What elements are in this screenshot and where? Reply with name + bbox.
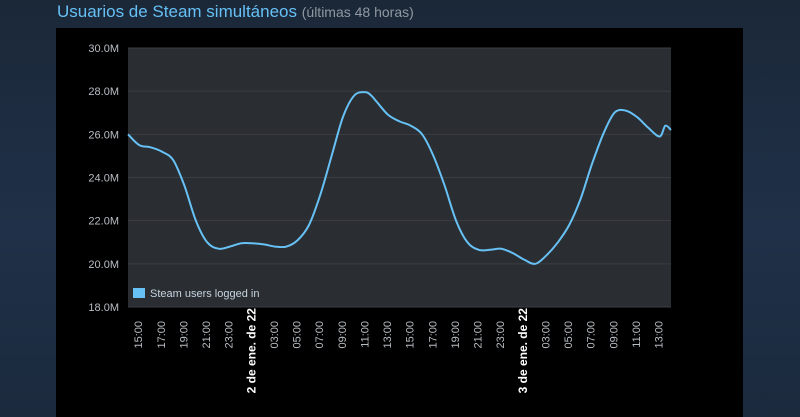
x-tick-label: 09:00: [337, 321, 349, 349]
x-tick-label: 15:00: [405, 321, 417, 349]
x-tick-label: 13:00: [654, 321, 666, 349]
y-tick-label: 18.0M: [88, 302, 119, 314]
x-date-label: 3 de ene. de 22: [516, 308, 530, 394]
concurrent-users-chart: 18.0M 20.0M 22.0M 24.0M 26.0M 28.0M 30.0M 15:0…: [88, 43, 672, 394]
x-tick-label: 23:00: [495, 321, 507, 349]
x-tick-label: 11:00: [631, 321, 643, 348]
y-tick-label: 26.0M: [88, 129, 119, 141]
x-tick-label: 11:00: [359, 321, 371, 348]
y-tick-label: 20.0M: [88, 259, 119, 271]
x-tick-label: 05:00: [563, 321, 575, 349]
x-tick-label: 23:00: [224, 321, 236, 349]
x-date-label: 2 de ene. de 22: [245, 308, 259, 394]
legend-swatch[interactable]: [133, 288, 145, 298]
x-tick-label: 03:00: [269, 321, 281, 349]
series-line: [127, 91, 672, 265]
x-tick-label: 17:00: [156, 321, 168, 349]
x-axis: 15:00 17:00 19:00 21:00 23:00 2 de ene. de 22…: [133, 308, 665, 394]
chart-panel: 18.0M 20.0M 22.0M 24.0M 26.0M 28.0M 30.0M 15:0…: [56, 28, 743, 417]
x-tick-label: 05:00: [292, 321, 304, 349]
x-tick-label: 09:00: [608, 321, 620, 349]
series-group: [127, 91, 672, 265]
y-axis: 18.0M 20.0M 22.0M 24.0M 26.0M 28.0M 30.0M: [88, 43, 119, 314]
x-tick-label: 19:00: [178, 321, 190, 349]
x-tick-label: 07:00: [314, 321, 326, 349]
chart-heading: Usuarios de Steam simultáneos (últimas 4…: [57, 2, 414, 22]
x-tick-label: 17:00: [427, 321, 439, 349]
legend[interactable]: Steam users logged in: [133, 288, 259, 300]
x-tick-label: 03:00: [540, 321, 552, 349]
chart-title: Usuarios de Steam simultáneos: [57, 2, 298, 21]
x-tick-label: 21:00: [201, 321, 213, 349]
x-tick-label: 21:00: [473, 321, 485, 349]
x-tick-label: 07:00: [586, 321, 598, 349]
chart-subtitle: (últimas 48 horas): [301, 4, 414, 20]
x-tick-label: 13:00: [382, 321, 394, 349]
x-tick-label: 15:00: [133, 321, 145, 349]
grid-lines: [128, 47, 671, 308]
y-tick-label: 28.0M: [88, 86, 119, 98]
legend-label[interactable]: Steam users logged in: [150, 288, 259, 300]
x-tick-label: 19:00: [450, 321, 462, 349]
y-tick-label: 30.0M: [88, 43, 119, 55]
y-tick-label: 24.0M: [88, 173, 119, 185]
y-tick-label: 22.0M: [88, 216, 119, 228]
